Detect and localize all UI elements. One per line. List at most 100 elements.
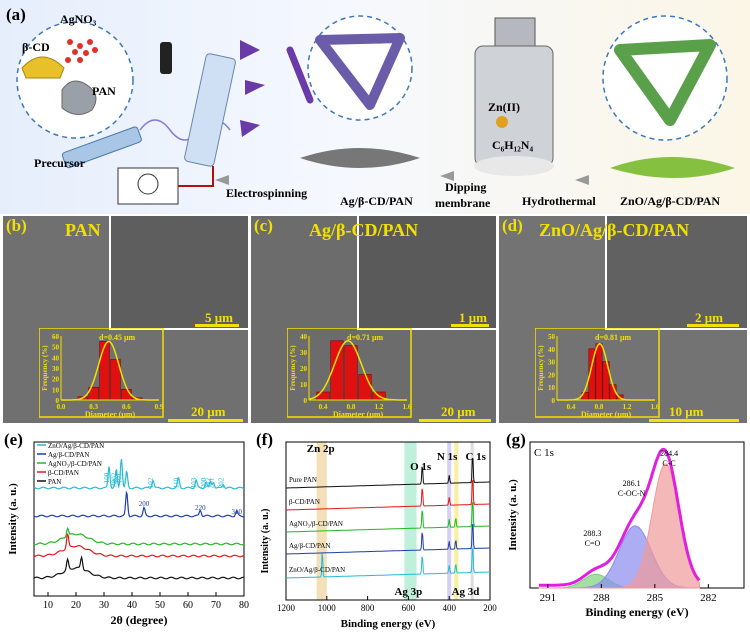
xps-x-tick: 600 — [402, 603, 416, 613]
xrd-x-tick: 30 — [99, 600, 109, 611]
xrd-x-tick: 80 — [239, 600, 249, 611]
histogram-x-label: Diameter (μm) — [333, 410, 384, 418]
c1s-peak-energy: 288.3 — [583, 529, 601, 538]
step-ag-bcd-pan: Ag/β-CD/PAN — [340, 194, 413, 208]
xps-series-label: AgNO₃/β-CD/PAN — [289, 520, 343, 528]
hmta-label: C₆H₁₂N₄ — [492, 138, 534, 152]
c1s-x-label: Binding energy (eV) — [585, 605, 688, 619]
xrd-y-label: Intensity (a. u.) — [7, 483, 19, 555]
histogram-y-label: Frequency (%) — [537, 345, 545, 391]
xps-x-tick: 200 — [483, 603, 497, 613]
panel-b-scalebar-bottom — [168, 419, 243, 422]
gaussian-fit-curve — [61, 340, 159, 401]
histogram-y-tick: 30 — [52, 365, 60, 373]
panel-d-scalebar-top — [687, 324, 739, 327]
histogram-x-tick: 0.8 — [595, 403, 604, 411]
xps-series-label: Ag/β-CD/PAN — [289, 542, 330, 550]
histogram-x-tick: 1.6 — [651, 403, 660, 411]
histogram-y-tick: 50 — [52, 344, 60, 352]
xrd-peak-label: 112 — [204, 477, 212, 488]
xps-curve — [286, 480, 490, 511]
xrd-legend-entry: Ag/β-CD/PAN — [48, 451, 89, 459]
xrd-x-tick: 60 — [183, 600, 193, 611]
mean-diameter-label: d=0.71 μm — [347, 333, 384, 342]
xps-peak-o1s: O 1s — [410, 461, 432, 473]
panel-f-xps-chart: 1200 1000 800 600 400 200 Binding energy (eV) I… — [260, 441, 497, 630]
histogram-y-tick: 20 — [300, 365, 308, 373]
xps-series-label: β-CD/PAN — [289, 498, 320, 506]
panel-d-zoom — [605, 216, 747, 330]
panel-e-xrd-chart: 10 20 30 40 50 60 70 80 2θ (degree) Intensity (a.… — [7, 441, 249, 627]
histogram-y-tick: 20 — [52, 376, 60, 384]
histogram-x-label: Diameter (μm) — [581, 410, 632, 418]
xrd-peak-label: 220 — [195, 504, 206, 512]
xrd-peak-label: 103 — [190, 477, 198, 488]
xrd-x-tick: 70 — [211, 600, 221, 611]
histogram-frame — [535, 328, 660, 418]
panel-b-title: PAN — [65, 220, 101, 240]
xps-series-label: ZnO/Ag/β-CD/PAN — [289, 566, 345, 574]
histogram-bar — [595, 343, 603, 401]
panel-a-label: (a) — [6, 5, 26, 24]
c1s-peak-name: C-OC-N — [618, 489, 646, 498]
xrd-peak-label: 200 — [200, 477, 208, 488]
xrd-legend-entry: PAN — [48, 478, 61, 486]
panel-f-label: (f) — [256, 430, 273, 449]
panel-d-title: ZnO/Ag/β-CD/PAN — [539, 220, 690, 240]
histogram-y-tick: 40 — [52, 354, 60, 362]
xrd-curve — [33, 555, 244, 580]
panel-a: (a) AgNO₃ β-CD P — [0, 0, 750, 214]
xps-peak-ag3d: Ag 3d — [452, 586, 480, 598]
xrd-curve — [33, 458, 245, 490]
histogram-y-tick: 40 — [548, 346, 556, 354]
histogram-x-label: Diameter (μm) — [85, 410, 136, 418]
c1s-x-tick: 282 — [700, 592, 717, 604]
step-electrospinning: Electrospinning — [226, 186, 308, 200]
xps-x-tick: 1000 — [318, 603, 337, 613]
histogram-frame — [287, 328, 412, 418]
histogram-bar — [316, 391, 330, 401]
c1s-y-label: Intensity (a. u.) — [507, 479, 519, 551]
panel-d-scalebar-bottom — [649, 419, 739, 422]
c1s-x-tick: 291 — [540, 592, 557, 604]
histogram-x-tick: 0.3 — [89, 403, 98, 411]
panel-c-scalebar-top — [451, 324, 489, 327]
histogram-frame — [39, 328, 164, 418]
histogram-x-tick: 0.8 — [347, 403, 356, 411]
mean-diameter-label: d=0.45 μm — [99, 333, 136, 342]
panel-d-histogram: 0 10 20 30 40 50 0.4 0.8 1.2 1.6 Diameter (μm) Freq… — [535, 328, 660, 418]
xps-curve — [286, 458, 490, 489]
histogram-y-tick: 0 — [552, 397, 556, 405]
xrd-x-tick: 40 — [127, 600, 137, 611]
xps-peak-zn2p: Zn 2p — [307, 443, 335, 455]
histogram-y-tick: 0 — [56, 397, 60, 405]
xps-x-tick: 800 — [361, 603, 375, 613]
xps-x-tick: 1200 — [277, 603, 296, 613]
xps-peak-n1s: N 1s — [437, 451, 458, 463]
zn2p-band — [316, 442, 327, 600]
xrd-legend-entry: β-CD/PAN — [48, 469, 79, 477]
panel-c-scale-bottom: 20 μm — [441, 404, 476, 419]
xrd-x-tick: 10 — [43, 600, 53, 611]
xps-peak-c1s: C 1s — [465, 451, 486, 463]
panel-b-label: (b) — [6, 216, 27, 235]
xrd-peak-label: 201 — [207, 477, 215, 488]
xps-curve — [286, 548, 490, 579]
histogram-bar — [344, 345, 358, 401]
histogram-y-tick: 40 — [300, 333, 308, 341]
c1s-x-tick: 288 — [593, 592, 610, 604]
histogram-y-tick: 50 — [548, 333, 556, 341]
xrd-curve — [33, 490, 244, 518]
histogram-y-tick: 30 — [548, 359, 556, 367]
histogram-x-tick: 0.6 — [122, 403, 131, 411]
xrd-peak-label: 002 — [110, 472, 118, 483]
xrd-peak-label: 100 — [103, 472, 111, 483]
histogram-y-tick: 20 — [548, 371, 556, 379]
c1s-peak-name: C=O — [585, 539, 601, 548]
c1s-envelope — [538, 447, 701, 587]
xrd-peak-label: 310 — [231, 508, 242, 516]
histogram-y-tick: 10 — [300, 381, 308, 389]
histogram-y-tick: 10 — [52, 386, 60, 394]
xrd-frame — [33, 441, 245, 597]
histogram-x-tick: 1.2 — [375, 403, 384, 411]
